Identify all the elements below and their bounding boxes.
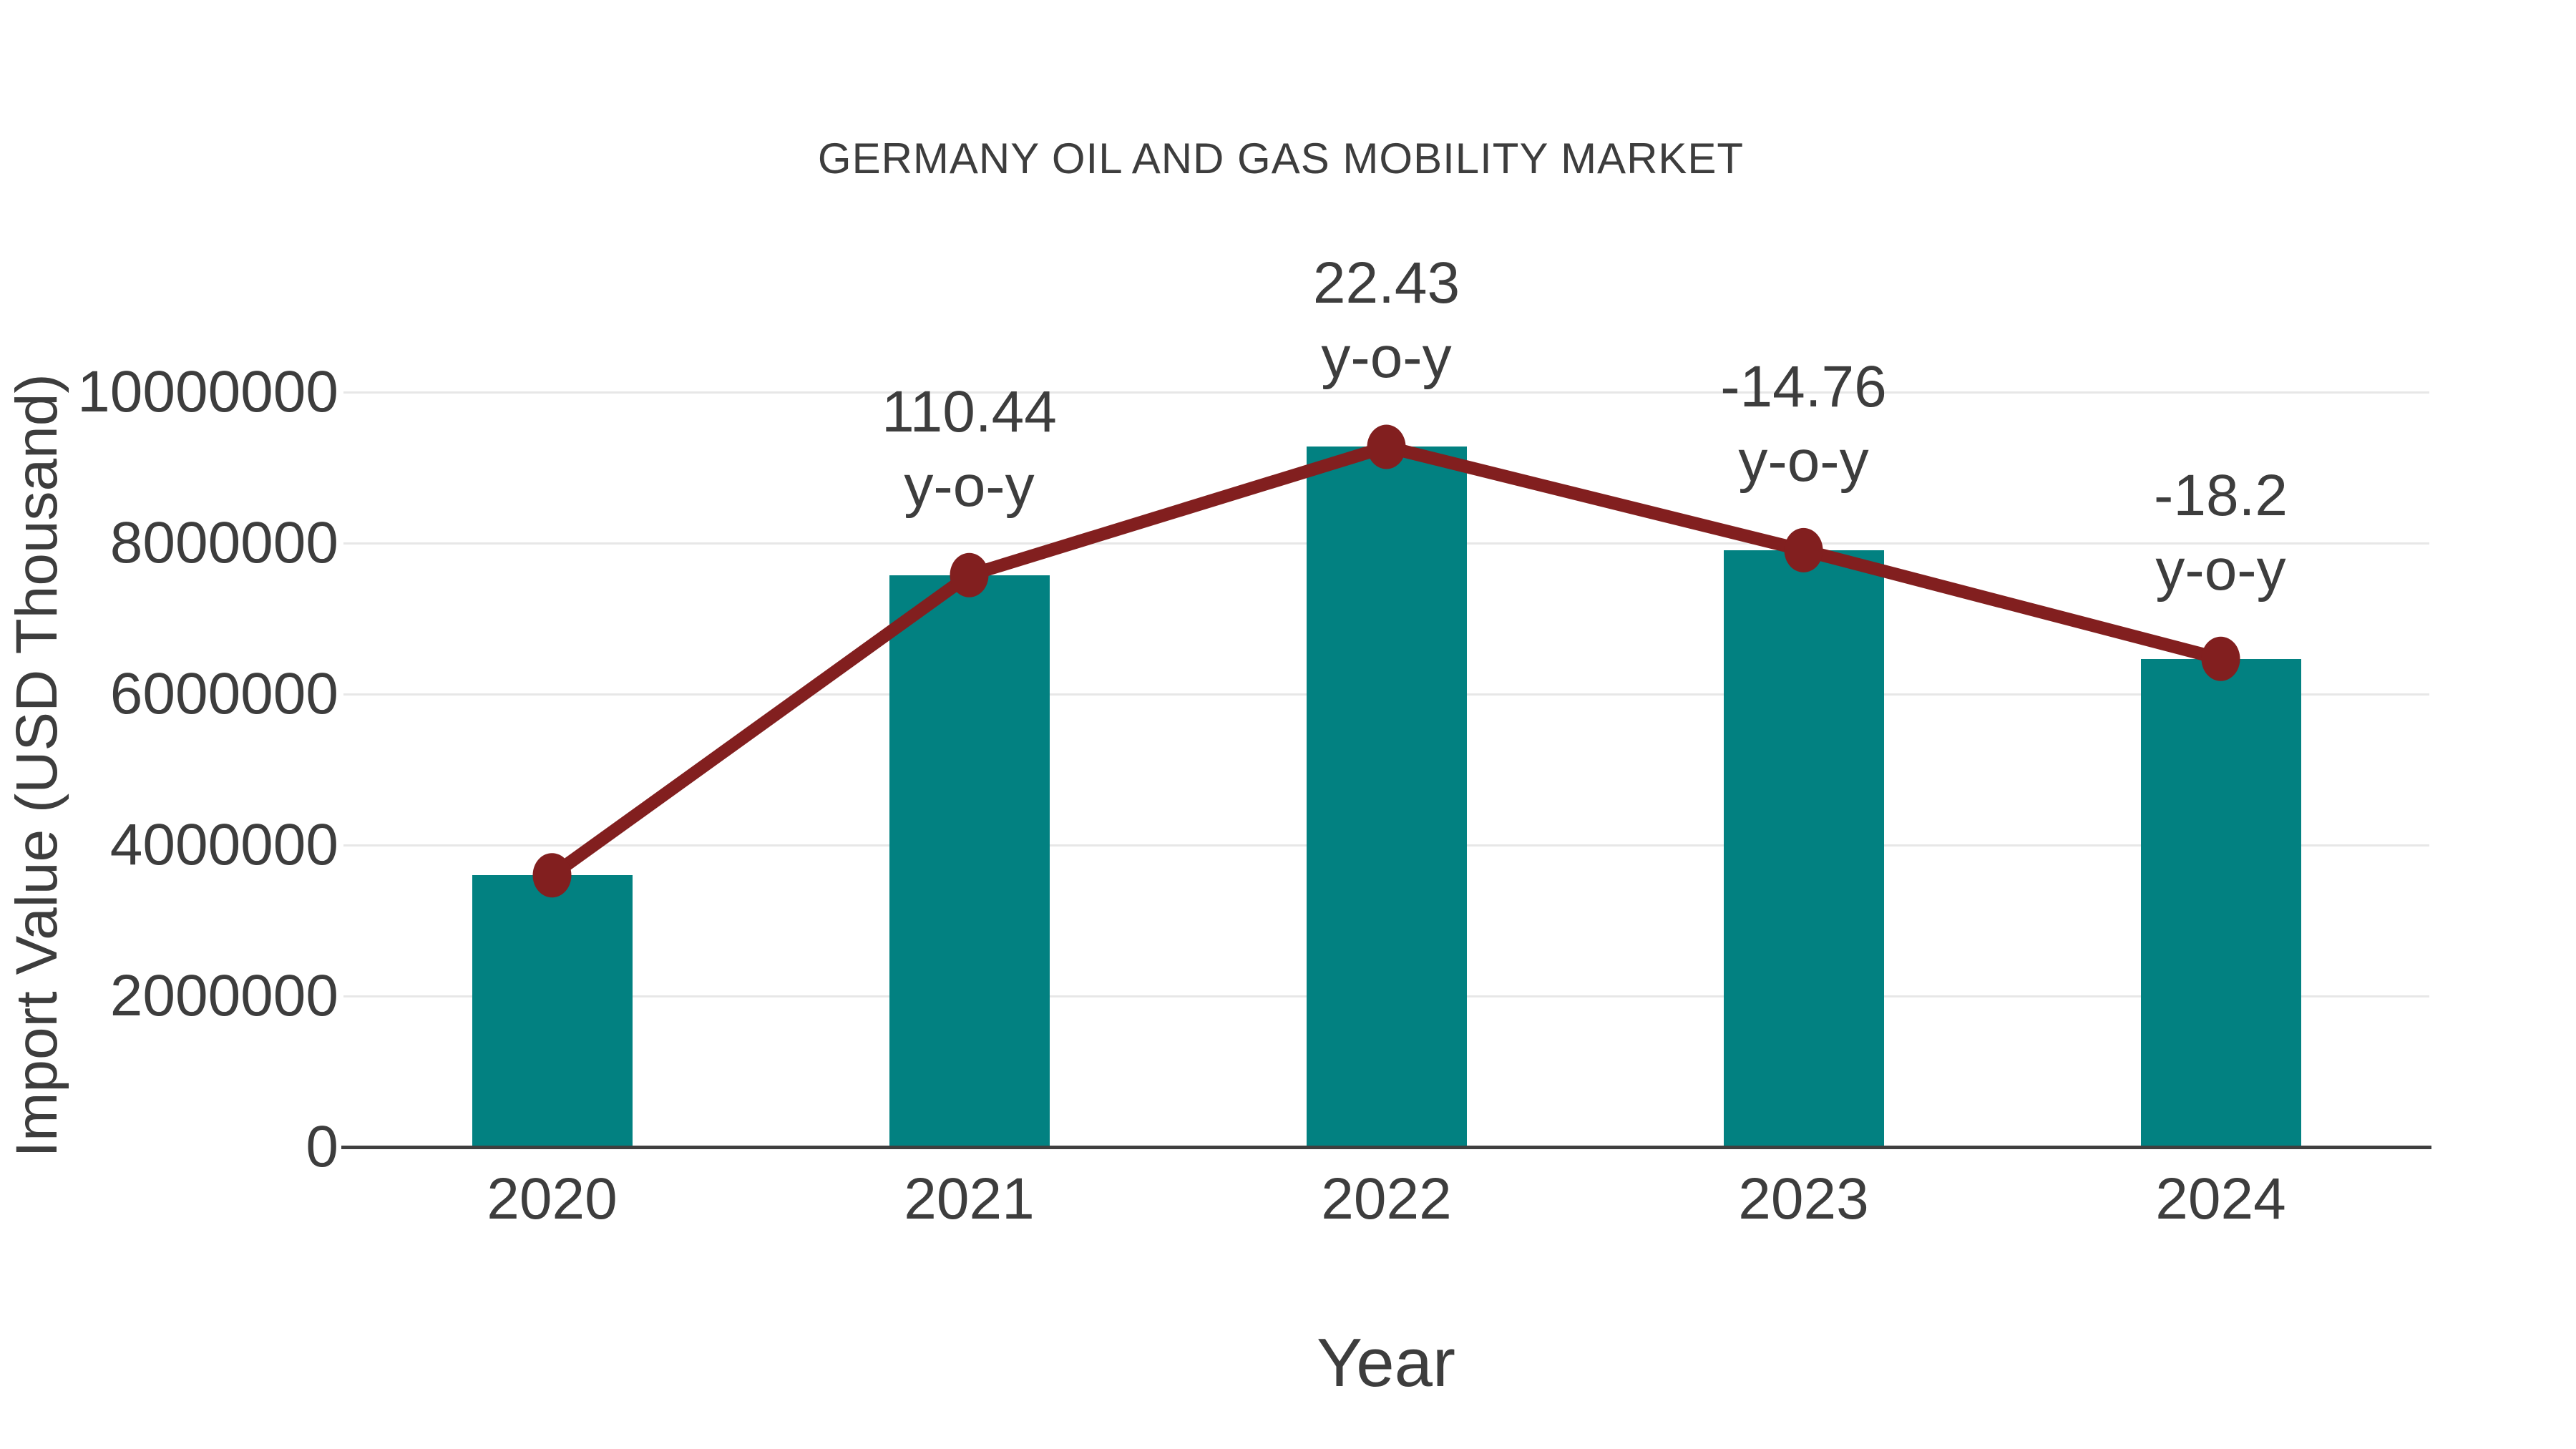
y-tick-label: 6000000 bbox=[109, 661, 338, 726]
annotation-2021: 110.44 y-o-y bbox=[882, 375, 1057, 524]
data-point-marker-2022 bbox=[1367, 424, 1406, 469]
x-tick-label: 2023 bbox=[1738, 1166, 1869, 1231]
y-tick-label: 4000000 bbox=[109, 812, 338, 877]
annotation-value: -14.76 bbox=[1720, 353, 1887, 419]
annotation-value: 22.43 bbox=[1312, 250, 1460, 316]
y-tick-label: 8000000 bbox=[109, 510, 338, 575]
y-tick-label: 10000000 bbox=[77, 359, 338, 424]
bar-2022 bbox=[1306, 447, 1467, 1147]
annotation-yoy-label: y-o-y bbox=[904, 453, 1035, 519]
annotation-yoy-label: y-o-y bbox=[1321, 325, 1452, 391]
chart-title: GERMANY OIL AND GAS MOBILITY MARKET bbox=[817, 135, 1745, 182]
bar-2020 bbox=[472, 875, 633, 1147]
x-tick-label: 2021 bbox=[904, 1166, 1035, 1231]
annotation-yoy-label: y-o-y bbox=[2155, 537, 2286, 602]
y-tick-label: 0 bbox=[306, 1114, 338, 1179]
gridline bbox=[343, 391, 2429, 394]
bar-2023 bbox=[1723, 550, 1884, 1147]
annotation-2022: 22.43 y-o-y bbox=[1313, 246, 1460, 395]
bar-2021 bbox=[889, 575, 1050, 1147]
x-tick-label: 2022 bbox=[1321, 1166, 1452, 1231]
x-tick-label: 2024 bbox=[2155, 1166, 2286, 1231]
bar-2024 bbox=[2140, 658, 2301, 1147]
annotation-2023: -14.76 y-o-y bbox=[1720, 350, 1887, 499]
data-point-marker-2020 bbox=[532, 853, 572, 898]
trend-line bbox=[548, 440, 2223, 881]
y-tick-label: 2000000 bbox=[109, 963, 338, 1028]
annotation-value: 110.44 bbox=[882, 379, 1057, 444]
data-point-marker-2024 bbox=[2201, 636, 2240, 681]
x-axis-title: Year bbox=[1317, 1324, 1455, 1401]
annotation-yoy-label: y-o-y bbox=[1738, 428, 1869, 494]
x-tick-label: 2020 bbox=[487, 1166, 618, 1231]
data-point-marker-2021 bbox=[950, 552, 989, 597]
annotation-value: -18.2 bbox=[2154, 462, 2288, 528]
data-point-marker-2023 bbox=[1784, 527, 1823, 572]
x-axis-line bbox=[341, 1146, 2431, 1149]
annotation-2024: -18.2 y-o-y bbox=[2154, 459, 2288, 608]
